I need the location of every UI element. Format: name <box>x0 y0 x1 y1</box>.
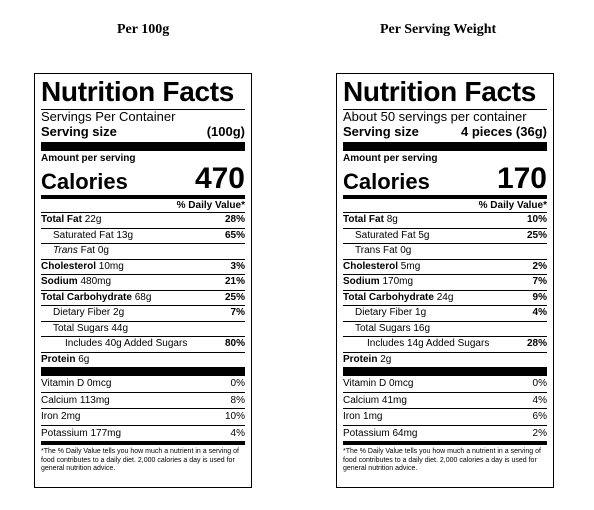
amount-per-serving: Amount per serving <box>41 153 136 164</box>
calories-row: Calories 170 <box>343 162 547 195</box>
serving-size-label: Serving size <box>343 124 419 139</box>
serving-size-value: (100g) <box>206 124 245 139</box>
daily-value-header: % Daily Value* <box>176 200 245 211</box>
vitamin-row: Vitamin D 0mcg 0% <box>41 378 245 389</box>
nutrient-row: Includes 40g Added Sugars 80% <box>41 336 245 352</box>
calories-row: Calories 470 <box>41 162 245 195</box>
nutrient-row: Saturated Fat 13g 65% <box>41 227 245 244</box>
nutrient-row: Cholesterol 10mg 3% <box>41 258 245 275</box>
footnote: *The % Daily Value tells you how much a … <box>41 448 239 472</box>
nutrient-row: Trans Fat 0g <box>343 243 547 259</box>
nutrient-row: Total Carbohydrate 68g 25% <box>41 289 245 306</box>
calories-label: Calories <box>343 169 430 194</box>
calories-label: Calories <box>41 169 128 194</box>
servings-per-container: Servings Per Container <box>41 109 176 124</box>
label-title: Nutrition Facts <box>343 76 537 107</box>
nutrient-row: Cholesterol 5mg 2% <box>343 258 547 275</box>
servings-per-container: About 50 servings per container <box>343 109 527 124</box>
serving-size-label: Serving size <box>41 124 117 139</box>
vitamin-row: Calcium 41mg 4% <box>343 391 547 409</box>
vitamin-row: Potassium 64mg 2% <box>343 424 547 442</box>
serving-size-row: Serving size (100g) <box>41 124 245 139</box>
nutrition-label-per-serving: Nutrition Facts About 50 servings per co… <box>336 73 554 488</box>
amount-per-serving: Amount per serving <box>343 153 438 164</box>
calories-value: 170 <box>496 162 547 195</box>
serving-size-row: Serving size 4 pieces (36g) <box>343 124 547 139</box>
nutrient-row: Trans Fat 0g <box>41 243 245 259</box>
serving-size-value: 4 pieces (36g) <box>461 124 547 139</box>
vitamin-row: Potassium 177mg 4% <box>41 424 245 442</box>
nutrient-row: Saturated Fat 5g 25% <box>343 227 547 244</box>
nutrient-row: Total Sugars 16g <box>343 320 547 337</box>
vitamin-row: Iron 2mg 10% <box>41 408 245 425</box>
nutrient-row: Dietary Fiber 2g 7% <box>41 305 245 321</box>
vitamin-row: Vitamin D 0mcg 0% <box>343 378 547 389</box>
nutrient-row: Protein 6g <box>41 351 245 368</box>
daily-value-header: % Daily Value* <box>478 200 547 211</box>
nutrient-row: Total Fat 22g 28% <box>41 212 245 228</box>
nutrient-row: Dietary Fiber 1g 4% <box>343 305 547 321</box>
nutrient-row: Protein 2g <box>343 351 547 368</box>
nutrient-row: Sodium 170mg 7% <box>343 274 547 290</box>
nutrient-row: Sodium 480mg 21% <box>41 274 245 290</box>
nutrient-row: Total Sugars 44g <box>41 320 245 337</box>
heading-per-100g: Per 100g <box>117 22 170 37</box>
footnote: *The % Daily Value tells you how much a … <box>343 448 541 472</box>
vitamin-row: Calcium 113mg 8% <box>41 391 245 409</box>
nutrient-row: Total Fat 8g 10% <box>343 212 547 228</box>
heading-per-serving-weight: Per Serving Weight <box>380 22 497 37</box>
calories-value: 470 <box>194 162 245 195</box>
nutrient-row: Total Carbohydrate 24g 9% <box>343 289 547 306</box>
nutrient-row: Includes 14g Added Sugars 28% <box>343 336 547 352</box>
nutrition-label-per-100g: Nutrition Facts Servings Per Container S… <box>34 73 252 488</box>
vitamin-row: Iron 1mg 6% <box>343 408 547 425</box>
label-title: Nutrition Facts <box>41 76 235 107</box>
